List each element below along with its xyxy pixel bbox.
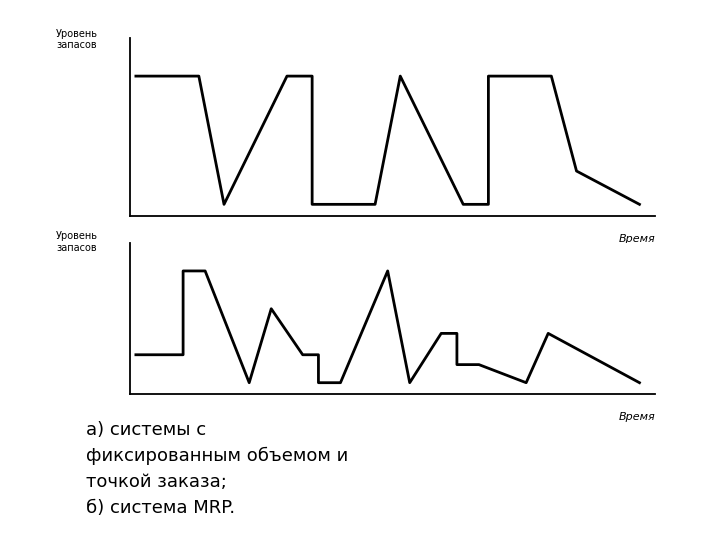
Text: Время: Время [618, 413, 655, 422]
Text: а) системы с
фиксированным объемом и
точкой заказа;
б) система MRP.: а) системы с фиксированным объемом и точ… [86, 421, 348, 517]
Text: Уровень
запасов: Уровень запасов [56, 231, 98, 253]
Text: Время: Время [618, 234, 655, 244]
Text: Уровень
запасов: Уровень запасов [56, 29, 98, 51]
